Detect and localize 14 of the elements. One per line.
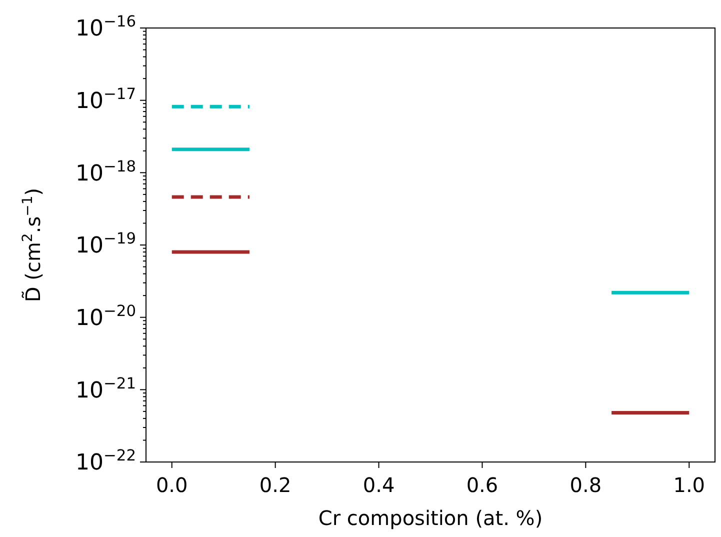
y-tick-label: 10$^{−19}$ — [76, 230, 136, 259]
x-axis-title: Cr composition (at. %) — [318, 506, 543, 530]
y-tick-label: 10$^{−22}$ — [76, 446, 136, 476]
x-tick-label: 0.0 — [156, 473, 188, 497]
x-tick-label: 0.8 — [570, 473, 602, 497]
y-tick-label: 10$^{−20}$ — [76, 302, 136, 332]
x-tick-label: 0.4 — [362, 473, 395, 497]
y-tick-label: 10$^{−18}$ — [76, 157, 136, 186]
y-tick-label: 10$^{−21}$ — [76, 374, 136, 404]
y-tick-label: 10$^{−16}$ — [76, 12, 136, 42]
y-tick-label: 10$^{−17}$ — [76, 85, 136, 114]
x-tick-label: 0.6 — [466, 473, 498, 497]
x-tick-label: 1.0 — [673, 473, 706, 497]
x-tick-label: 0.2 — [259, 473, 292, 497]
